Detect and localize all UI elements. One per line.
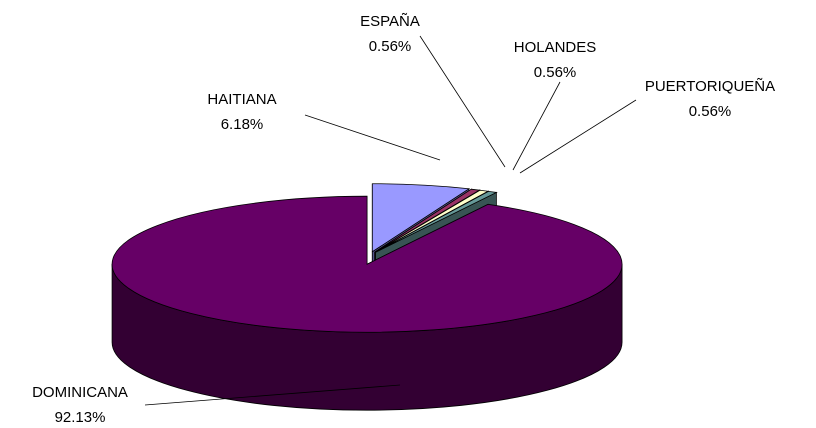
leader-line	[144, 384, 401, 406]
leader-line	[512, 81, 561, 171]
slice	[375, 190, 498, 253]
label-value: 0.56%	[689, 103, 732, 120]
label-value: 92.13%	[55, 409, 106, 426]
label-name: HAITIANA	[207, 91, 276, 108]
leader-line	[419, 35, 506, 168]
label-name: HOLANDES	[514, 39, 597, 56]
tops	[111, 183, 623, 333]
label-name: PUERTORIQUEÑA	[645, 78, 775, 95]
label-name: ESPAÑA	[360, 13, 420, 30]
label-name: DOMINICANA	[32, 384, 128, 401]
leader-line	[519, 99, 637, 174]
slice	[111, 195, 623, 333]
label-value: 0.56%	[369, 38, 412, 55]
label-value: 6.18%	[221, 116, 264, 133]
slice	[371, 183, 471, 253]
label-value: 0.56%	[534, 64, 577, 81]
leader-line	[304, 114, 441, 161]
